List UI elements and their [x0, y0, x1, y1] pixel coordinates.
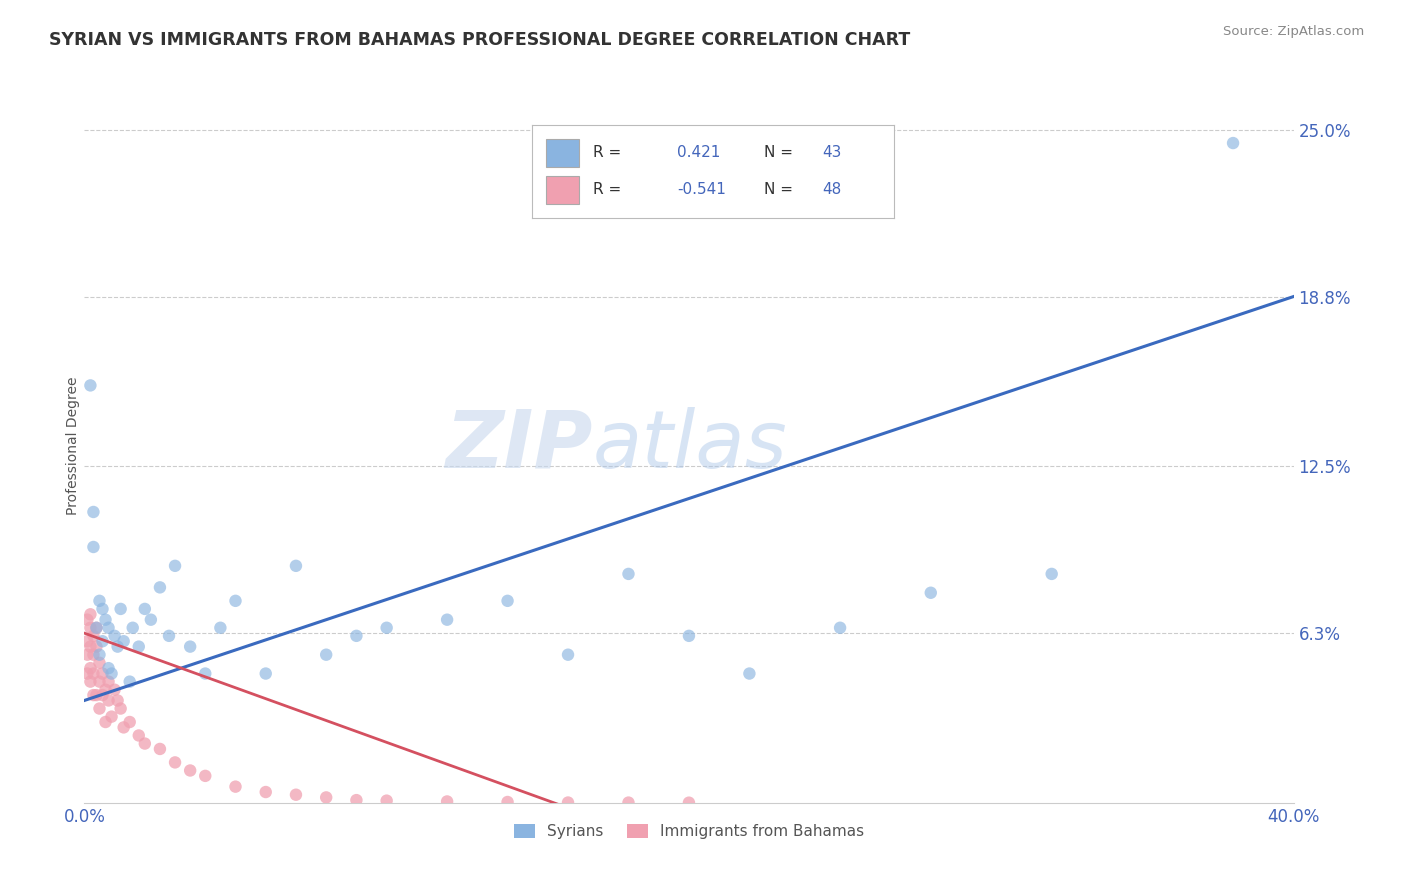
Point	[285, 788, 308, 802]
Point	[82, 666, 104, 681]
Point	[79, 661, 101, 675]
Point	[79, 621, 101, 635]
Y-axis label: Professional Degree: Professional Degree	[66, 376, 80, 516]
Point	[830, 621, 852, 635]
Point	[738, 666, 761, 681]
Point	[97, 661, 120, 675]
Point	[134, 737, 156, 751]
Point	[97, 693, 120, 707]
Point	[1040, 566, 1063, 581]
Legend: Syrians, Immigrants from Bahamas: Syrians, Immigrants from Bahamas	[508, 818, 870, 845]
Point	[76, 634, 98, 648]
Point	[678, 796, 700, 810]
Point	[100, 709, 122, 723]
Point	[496, 795, 519, 809]
Point	[149, 742, 172, 756]
Point	[346, 629, 368, 643]
Point	[79, 640, 101, 654]
Point	[79, 674, 101, 689]
Point	[86, 621, 108, 635]
Point	[557, 796, 579, 810]
Point	[617, 566, 640, 581]
Point	[209, 621, 232, 635]
Point	[165, 558, 187, 573]
Point	[436, 613, 458, 627]
Point	[91, 666, 114, 681]
Point	[107, 640, 129, 654]
Point	[89, 656, 111, 670]
Point	[496, 594, 519, 608]
Point	[97, 621, 120, 635]
Point	[94, 613, 117, 627]
Point	[104, 682, 127, 697]
Point	[194, 769, 217, 783]
Point	[315, 790, 337, 805]
Point	[128, 640, 150, 654]
Point	[118, 674, 141, 689]
Point	[157, 629, 180, 643]
Point	[94, 682, 117, 697]
Point	[112, 720, 135, 734]
Point	[79, 607, 101, 622]
Point	[82, 540, 104, 554]
Point	[110, 701, 132, 715]
Point	[76, 666, 98, 681]
Point	[89, 701, 111, 715]
Point	[128, 729, 150, 743]
Point	[225, 780, 247, 794]
Point	[82, 648, 104, 662]
Point	[1222, 136, 1244, 150]
Text: ZIP: ZIP	[444, 407, 592, 485]
Point	[118, 714, 141, 729]
Point	[86, 688, 108, 702]
Point	[91, 634, 114, 648]
Point	[285, 558, 308, 573]
Point	[678, 629, 700, 643]
Text: SYRIAN VS IMMIGRANTS FROM BAHAMAS PROFESSIONAL DEGREE CORRELATION CHART: SYRIAN VS IMMIGRANTS FROM BAHAMAS PROFES…	[49, 31, 911, 49]
Point	[112, 634, 135, 648]
Point	[82, 688, 104, 702]
Point	[86, 621, 108, 635]
Point	[110, 602, 132, 616]
Point	[557, 648, 579, 662]
Point	[82, 505, 104, 519]
Point	[134, 602, 156, 616]
Point	[104, 629, 127, 643]
Point	[254, 785, 277, 799]
Point	[76, 613, 98, 627]
Point	[436, 794, 458, 808]
Point	[315, 648, 337, 662]
Point	[375, 621, 398, 635]
Point	[89, 648, 111, 662]
Point	[617, 796, 640, 810]
Point	[194, 666, 217, 681]
Point	[149, 580, 172, 594]
Point	[82, 629, 104, 643]
Point	[76, 648, 98, 662]
Point	[254, 666, 277, 681]
Point	[225, 594, 247, 608]
Point	[91, 602, 114, 616]
Point	[179, 640, 201, 654]
Point	[165, 756, 187, 770]
Point	[86, 640, 108, 654]
Point	[100, 666, 122, 681]
Text: Source: ZipAtlas.com: Source: ZipAtlas.com	[1223, 25, 1364, 38]
Text: atlas: atlas	[592, 407, 787, 485]
Point	[375, 794, 398, 808]
Point	[91, 688, 114, 702]
Point	[94, 714, 117, 729]
Point	[139, 613, 162, 627]
Point	[920, 586, 942, 600]
Point	[89, 594, 111, 608]
Point	[179, 764, 201, 778]
Point	[97, 674, 120, 689]
Point	[89, 674, 111, 689]
Point	[107, 693, 129, 707]
Point	[121, 621, 143, 635]
Point	[346, 793, 368, 807]
Point	[79, 378, 101, 392]
